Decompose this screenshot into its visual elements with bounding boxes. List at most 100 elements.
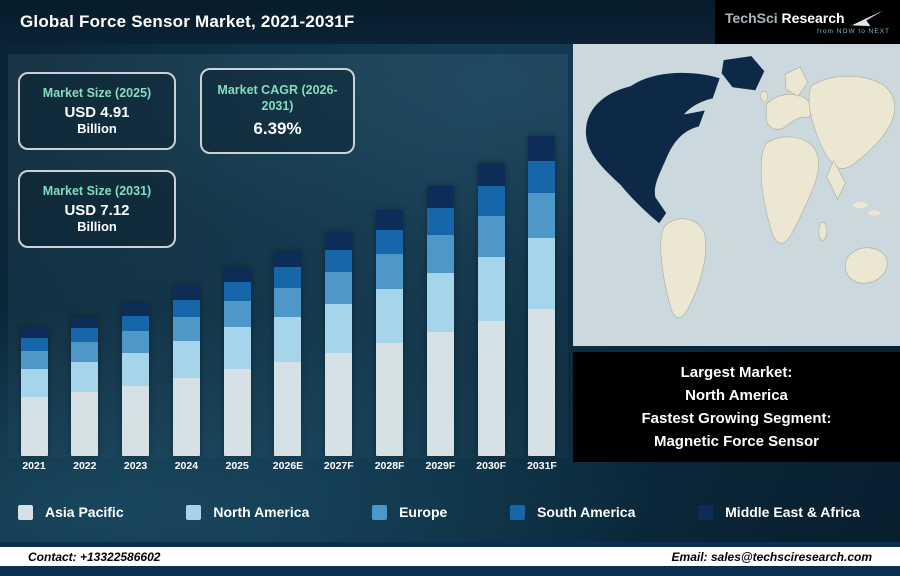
legend-label: Asia Pacific [45,504,124,520]
bar-column: 2022 [63,317,107,474]
bar-segment [477,215,505,257]
logo-tagline: from NOW to NEXT [816,28,890,35]
bar-segment [477,256,505,322]
bar-segment [71,342,99,362]
bar-column: 2026E [266,251,310,474]
legend-label: Middle East & Africa [725,504,860,520]
bar-segment [223,369,251,456]
bar-column: 2027F [317,232,361,474]
bar-segment [71,392,99,456]
bar-segment [172,378,200,456]
bar-column: 2030F [469,163,513,474]
bar-segment [20,351,48,370]
bar-segment [325,249,353,273]
x-axis-label: 2025 [225,460,249,472]
world-map [573,44,900,346]
stacked-bar [376,210,404,456]
bar-segment [325,303,353,353]
legend-item: Middle East & Africa [698,504,860,520]
stacked-bar [172,286,200,456]
callout-line: Fastest Growing Segment: [641,410,832,427]
x-axis-label: 2030F [476,460,507,472]
bar-segment [172,286,200,300]
bar-column: 2024 [164,286,208,474]
email-text: Email: sales@techsciresearch.com [671,549,872,564]
bar-segment [325,272,353,304]
bar-segment [122,386,150,456]
bar-segment [20,369,48,398]
stat-unit: Billion [77,121,117,137]
stacked-bar [122,304,150,456]
map-greenland [721,56,765,91]
stat-box-market-size-2031: Market Size (2031) USD 7.12 Billion [18,170,176,248]
bar-segment [223,267,251,283]
stacked-bar [71,317,99,456]
bar-segment [71,327,99,343]
bar-segment [376,229,404,255]
legend-label: Europe [399,504,448,520]
bar-segment [122,316,150,332]
stacked-bar [528,136,556,456]
legend-swatch [18,504,33,520]
bar-segment [376,342,404,456]
legend-label: North America [213,504,310,520]
paper-plane-icon [851,10,883,27]
stat-box-market-size-2025: Market Size (2025) USD 4.91 Billion [18,72,176,150]
map-africa [760,136,819,244]
bar-column: 2028F [368,210,412,474]
bar-segment [172,316,200,341]
bar-segment [172,299,200,317]
bar-column: 2021 [12,328,56,474]
logo-text: TechSci Research [725,10,845,26]
map-north-america [585,72,720,224]
techsci-logo: TechSci Research from NOW to NEXT [715,0,900,44]
bar-segment [274,361,302,456]
stat-value: 6.39% [253,119,302,139]
footer-strip: Contact: +13322586602 Email: sales@techs… [0,547,900,566]
bar-segment [20,338,48,352]
legend-swatch [698,504,714,520]
bar-segment [426,272,454,332]
bar-segment [426,186,454,208]
bar-segment [528,161,556,194]
bar-segment [274,267,302,288]
bar-chart: 2021 2022 2023 2024 2025 2026E 2027F 2028F 2029F… [12,58,564,474]
bar-segment [223,300,251,328]
stacked-bar [426,186,454,456]
bar-segment [71,361,99,393]
stacked-bar [274,251,302,456]
contact-text: Contact: +13322586602 [28,549,161,564]
bar-column: 2031F [520,136,564,474]
bar-segment [274,316,302,362]
bar-segment [325,232,353,250]
stacked-bar [223,267,251,456]
legend-item: North America [186,504,309,520]
bar-column: 2029F [418,186,462,474]
bar-segment [477,163,505,187]
callout-line: Magnetic Force Sensor [653,433,820,450]
bar-segment [528,238,556,309]
header: Global Force Sensor Market, 2021-2031F T… [0,0,900,44]
legend-swatch [372,504,388,520]
bar-segment [71,317,99,328]
bar-segment [477,186,505,216]
map-asia [808,76,896,169]
bar-segment [20,328,48,339]
map-south-america [660,218,706,318]
bar-segment [274,251,302,268]
stat-unit: Billion [77,219,117,235]
legend: Asia Pacific North America Europe South Ame… [0,494,900,530]
x-axis-label: 2024 [174,460,199,472]
callout-line: Largest Market: [680,364,793,381]
bar-segment [325,352,353,456]
stacked-bar [477,163,505,456]
bar-segment [376,210,404,230]
bar-segment [122,331,150,353]
footer-divider [0,542,900,547]
map-europe [765,93,812,130]
legend-swatch [510,504,526,520]
bar-segment [223,282,251,301]
bar-segment [528,193,556,239]
stat-label: Market Size (2025) [42,85,152,100]
bar-segment [426,331,454,456]
